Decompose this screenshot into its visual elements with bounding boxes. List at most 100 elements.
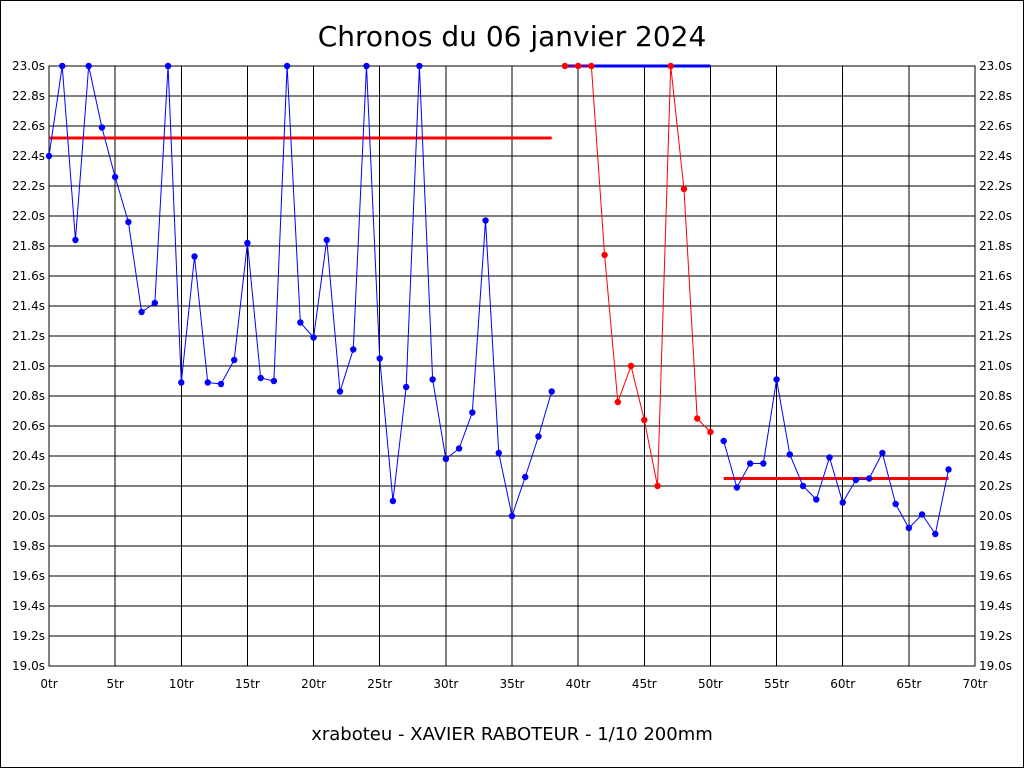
data-point (389, 497, 397, 505)
y-tick-label-right: 22.0s (979, 209, 1012, 223)
x-tick-label: 10tr (169, 677, 194, 691)
data-point (813, 496, 820, 503)
y-tick-label-right: 19.6s (979, 569, 1012, 583)
y-tick-label-right: 20.0s (979, 509, 1012, 523)
x-tick-label: 65tr (896, 677, 921, 691)
data-point (548, 388, 555, 395)
y-tick-label-right: 21.8s (979, 239, 1012, 253)
data-point (85, 62, 92, 70)
data-point (614, 398, 622, 406)
chart-title: Chronos du 06 janvier 2024 (318, 20, 707, 53)
data-point (151, 299, 159, 307)
series-group (45, 62, 952, 538)
data-point (164, 62, 172, 70)
x-tick-label: 50tr (698, 677, 723, 691)
data-point (297, 319, 304, 326)
data-point (204, 379, 211, 386)
data-point (852, 476, 860, 484)
data-point (879, 449, 886, 457)
data-point (323, 236, 330, 244)
data-point (733, 484, 741, 491)
data-point (350, 346, 357, 353)
y-tick-label-right: 21.2s (979, 329, 1012, 343)
data-point (138, 308, 145, 316)
data-point (217, 380, 225, 388)
data-point (654, 482, 661, 490)
data-point (111, 173, 119, 181)
data-point (429, 376, 436, 383)
y-axis-left-ticks: 19.0s 19.2s 19.4s 19.6s 19.8s 20.0s 20.2s 20.4s… (12, 59, 45, 673)
y-tick-label-left: 21.0s (12, 359, 45, 373)
y-tick-label-left: 19.8s (12, 539, 45, 553)
x-tick-label: 25tr (367, 677, 392, 691)
x-tick-label: 0tr (40, 677, 57, 691)
data-point (720, 437, 727, 445)
data-point (535, 433, 542, 440)
y-tick-label-left: 22.8s (12, 89, 45, 103)
data-point (799, 482, 807, 490)
y-tick-label-right: 21.4s (979, 299, 1012, 313)
data-point (363, 62, 370, 70)
y-tick-label-right: 20.4s (979, 449, 1012, 463)
data-point (574, 62, 582, 70)
data-point (178, 379, 185, 386)
x-tick-label: 70tr (963, 677, 988, 691)
data-point (667, 62, 674, 70)
y-tick-label-right: 22.8s (979, 89, 1012, 103)
y-tick-label-right: 20.8s (979, 389, 1012, 403)
data-point (826, 454, 833, 461)
data-point (839, 499, 846, 506)
data-point (283, 62, 291, 70)
y-tick-label-right: 23.0s (979, 59, 1012, 73)
y-tick-label-left: 21.2s (12, 329, 45, 343)
data-point (402, 383, 410, 391)
data-point (760, 460, 767, 467)
data-point (746, 460, 754, 467)
y-tick-label-left: 21.8s (12, 239, 45, 253)
y-tick-label-left: 21.4s (12, 299, 45, 313)
y-tick-label-right: 19.0s (979, 659, 1012, 673)
y-tick-label-right: 19.8s (979, 539, 1012, 553)
grid (48, 65, 976, 667)
y-tick-label-left: 20.4s (12, 449, 45, 463)
y-tick-label-right: 20.6s (979, 419, 1012, 433)
y-tick-label-left: 19.4s (12, 599, 45, 613)
y-tick-label-left: 22.4s (12, 149, 45, 163)
y-tick-label-left: 20.6s (12, 419, 45, 433)
x-tick-label: 40tr (566, 677, 591, 691)
data-point (231, 356, 238, 364)
data-point (786, 451, 793, 458)
y-tick-label-right: 22.6s (979, 119, 1012, 133)
y-tick-label-left: 22.6s (12, 119, 45, 133)
data-point (469, 409, 476, 416)
data-point (244, 239, 251, 247)
plot-border (48, 65, 976, 667)
y-tick-label-right: 21.0s (979, 359, 1012, 373)
y-axis-right-ticks: 19.0s 19.2s 19.4s 19.6s 19.8s 20.0s 20.2s 20.4s… (979, 59, 1012, 673)
y-tick-label-left: 22.2s (12, 179, 45, 193)
y-tick-label-left: 20.8s (12, 389, 45, 403)
x-tick-label: 30tr (433, 677, 458, 691)
data-point (892, 500, 899, 508)
data-point (641, 416, 648, 424)
data-point (522, 473, 529, 481)
x-tick-label: 15tr (235, 677, 260, 691)
y-tick-label-left: 21.6s (12, 269, 45, 283)
data-point (773, 376, 780, 383)
data-point (191, 253, 198, 260)
series-line-2 (723, 379, 950, 536)
data-point (588, 62, 595, 70)
data-point (376, 355, 383, 362)
y-tick-label-right: 20.2s (979, 479, 1012, 493)
data-point (442, 455, 450, 463)
x-tick-label: 60tr (830, 677, 855, 691)
data-point (561, 62, 569, 70)
x-tick-label: 5tr (107, 677, 124, 691)
y-tick-label-left: 23.0s (12, 59, 45, 73)
x-tick-label: 55tr (764, 677, 789, 691)
data-point (72, 236, 79, 244)
data-point (932, 530, 939, 538)
data-point (455, 445, 463, 452)
series-line-0 (48, 65, 553, 518)
